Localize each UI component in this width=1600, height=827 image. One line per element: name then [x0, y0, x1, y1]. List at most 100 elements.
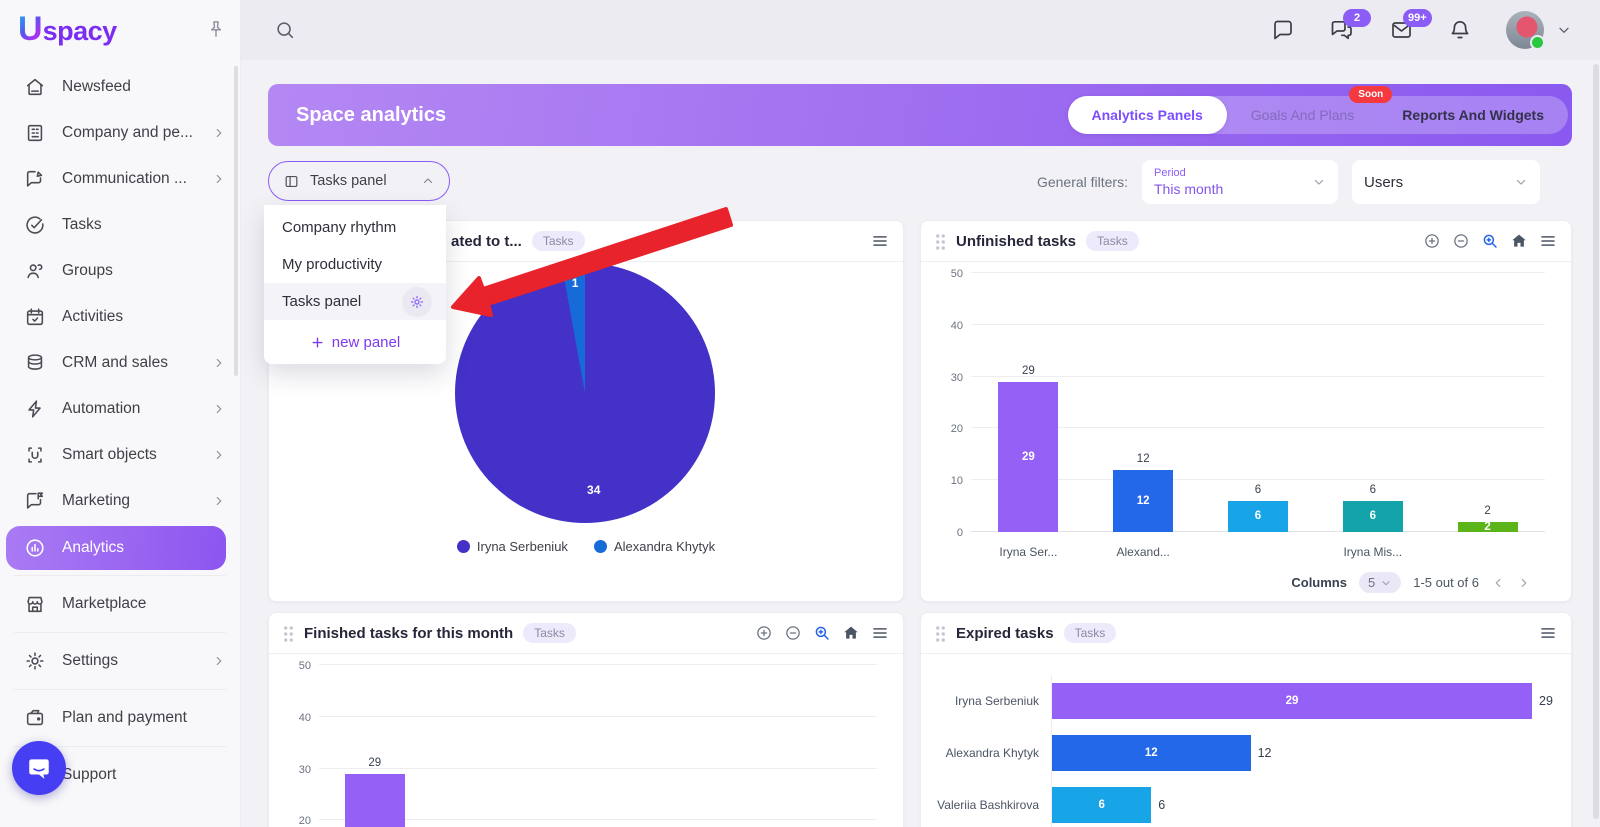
prev-page-icon[interactable] [1491, 576, 1505, 590]
bar-inner-label: 29 [1285, 695, 1299, 707]
bar-value-label: 12 [1257, 746, 1272, 760]
sidebar-item-communication[interactable]: Communication ... [0, 156, 240, 202]
chats-icon[interactable]: 2 [1329, 9, 1371, 42]
tab-goals-and-plans[interactable]: Goals And Plans Soon [1227, 86, 1393, 134]
card-finished-tasks: Finished tasks for this month Tasks 0102… [268, 612, 904, 827]
card-toolbar [871, 232, 889, 250]
card-toolbar [755, 624, 889, 642]
card-header: Unfinished tasks Tasks [921, 221, 1571, 262]
soon-badge: Soon [1349, 86, 1393, 103]
uspacy-logo[interactable]: U spacy [18, 10, 117, 49]
sidebar-item-groups[interactable]: Groups [0, 248, 240, 294]
zoom-in-icon[interactable] [755, 624, 773, 642]
home-reset-icon[interactable] [842, 624, 860, 642]
card-header: Expired tasks Tasks [921, 613, 1571, 654]
next-page-icon[interactable] [1517, 576, 1531, 590]
sidebar-item-automation[interactable]: Automation [0, 386, 240, 432]
zoom-out-icon[interactable] [784, 624, 802, 642]
y-axis-tick: 30 [298, 763, 311, 776]
columns-count-select[interactable]: 5 [1358, 572, 1402, 593]
chart-pagination: Columns 5 1-5 out of 6 [1291, 572, 1531, 593]
bell-icon[interactable] [1448, 18, 1472, 42]
brackets-u-icon [24, 444, 46, 466]
home-reset-icon[interactable] [1510, 232, 1528, 250]
y-axis-tick: 10 [950, 475, 963, 488]
menu-icon[interactable] [871, 624, 889, 642]
divider [14, 632, 226, 633]
pin-icon[interactable] [206, 19, 226, 39]
zoom-out-icon[interactable] [1452, 232, 1470, 250]
hbar-category-label: Alexandra Khytyk [945, 746, 1039, 760]
period-filter[interactable]: Period This month [1142, 160, 1338, 204]
selection-zoom-icon[interactable] [813, 624, 831, 642]
selection-zoom-icon[interactable] [1481, 232, 1499, 250]
zoom-in-icon[interactable] [1423, 232, 1441, 250]
sidebar-item-crm[interactable]: CRM and sales [0, 340, 240, 386]
search-icon[interactable] [274, 19, 296, 41]
columns-label: Columns [1291, 575, 1347, 590]
home-icon [24, 76, 46, 98]
drag-handle[interactable] [935, 624, 946, 642]
panel-settings-gear-icon[interactable] [402, 286, 432, 317]
sidebar-item-newsfeed[interactable]: Newsfeed [0, 64, 240, 110]
panel-select-button[interactable]: Tasks panel [268, 161, 450, 201]
chevron-right-icon [212, 448, 226, 462]
users-filter[interactable]: Users [1352, 160, 1540, 204]
drag-handle[interactable] [283, 624, 294, 642]
sidebar-item-analytics[interactable]: Analytics [6, 526, 226, 570]
tasks-tag: Tasks [1063, 623, 1117, 643]
sidebar-item-plan-payment[interactable]: Plan and payment [0, 695, 240, 741]
sidebar-item-activities[interactable]: Activities [0, 294, 240, 340]
chevron-down-icon [1514, 175, 1528, 189]
menu-item-company-rhythm[interactable]: Company rhythm [282, 219, 397, 236]
page-title: Space analytics [296, 103, 447, 126]
sidebar-item-company[interactable]: Company and pe... [0, 110, 240, 156]
legend-dot [593, 540, 607, 553]
sidebar-item-tasks[interactable]: Tasks [0, 202, 240, 248]
legend-label: Alexandra Khytyk [613, 539, 716, 554]
page-scrollbar[interactable] [1593, 64, 1599, 819]
card-toolbar [1539, 624, 1557, 642]
mail-icon[interactable]: 99+ [1389, 9, 1432, 42]
card-title: Unfinished tasks [956, 232, 1077, 250]
sidebar-scrollbar[interactable] [234, 66, 238, 376]
card-expired-tasks: Expired tasks Tasks Iryna Serbeniuk 29 29 A… [920, 612, 1572, 827]
new-panel-button[interactable]: new panel [264, 320, 446, 364]
menu-icon[interactable] [1539, 232, 1557, 250]
sidebar-item-marketing[interactable]: Marketing [0, 478, 240, 524]
tab-label: Goals And Plans [1250, 107, 1355, 123]
chevron-right-icon [212, 494, 226, 508]
sidebar-item-label: Marketing [62, 492, 131, 509]
avatar[interactable] [1506, 11, 1545, 50]
gridline [971, 272, 1545, 273]
drag-handle[interactable] [935, 232, 946, 250]
bar: 6 [1227, 500, 1288, 532]
menu-item-my-productivity[interactable]: My productivity [282, 256, 383, 273]
period-filter-text: Period This month [1154, 167, 1312, 197]
panel-icon [283, 173, 300, 190]
logo-u-glyph: U [18, 9, 43, 48]
sidebar-item-marketplace[interactable]: Marketplace [0, 581, 240, 627]
sidebar-item-smart-objects[interactable]: Smart objects [0, 432, 240, 478]
account-menu[interactable] [1506, 11, 1572, 50]
comment-icon[interactable] [1271, 18, 1295, 42]
menu-item-label: Tasks panel [282, 293, 362, 310]
menu-item-tasks-panel[interactable]: Tasks panel [264, 283, 446, 320]
legend-item[interactable]: Alexandra Khytyk [593, 539, 716, 554]
hbar-category-label: Valeriia Bashkirova [937, 798, 1039, 812]
building-icon [24, 122, 46, 144]
menu-icon[interactable] [871, 232, 889, 250]
tab-analytics-panels[interactable]: Analytics Panels [1067, 96, 1227, 134]
main-content: Space analytics Analytics Panels Goals A… [240, 60, 1600, 827]
sidebar-item-settings[interactable]: Settings [0, 638, 240, 684]
legend-item[interactable]: Iryna Serbeniuk [456, 539, 568, 554]
sidebar-item-label: Settings [62, 652, 119, 669]
panel-select-value: Tasks panel [310, 173, 387, 189]
menu-icon[interactable] [1539, 624, 1557, 642]
tab-reports-and-widgets[interactable]: Reports And Widgets [1402, 107, 1544, 123]
intercom-chat-bubble[interactable] [12, 741, 66, 795]
bar: 29 [998, 381, 1059, 532]
banner-tabs: Analytics Panels Goals And Plans Soon Re… [1067, 86, 1568, 134]
